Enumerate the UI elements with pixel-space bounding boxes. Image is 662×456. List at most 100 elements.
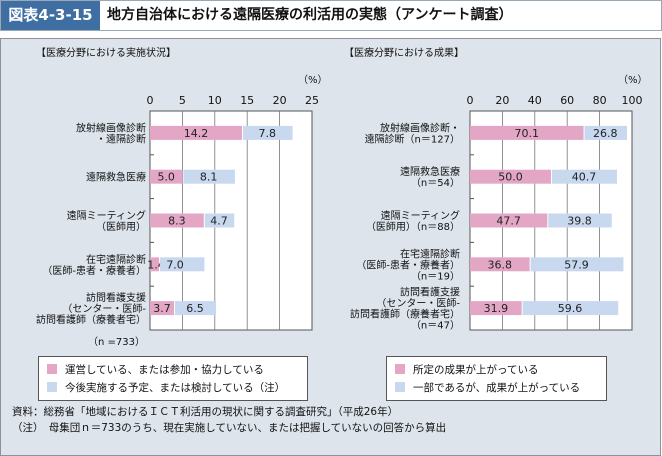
data-label: 26.8 (593, 127, 618, 140)
data-label: 47.7 (496, 215, 521, 228)
bar-blue (530, 257, 624, 272)
bar-pink (150, 169, 183, 184)
bar-pink (470, 213, 548, 228)
data-label: 39.8 (567, 215, 592, 228)
legend-item: 所定の成果が上がっている (395, 360, 606, 378)
data-label: 36.8 (488, 258, 513, 271)
bar-pink (470, 169, 551, 184)
x-tick-label: 40 (528, 94, 542, 107)
category-label: 在宅遠隔診断 (400, 247, 460, 260)
category-label: （n＝19） (411, 270, 460, 282)
category-label: 訪問看護師（療養者宅） (36, 313, 146, 326)
right-chart-title: 【医療分野における成果】 (344, 48, 464, 59)
category-label: 遠隔診断（n＝127） (365, 132, 460, 145)
category-label: 遠隔ミーティング (381, 209, 460, 222)
data-label: 8.1 (200, 171, 218, 184)
category-label: 訪問看護師（療養者宅） (350, 308, 460, 321)
bar-blue (174, 301, 217, 316)
bar-pink (150, 257, 160, 272)
bar-pink (150, 213, 204, 228)
data-label: 14.2 (184, 127, 209, 140)
bar-blue (183, 169, 235, 184)
legend-swatch-blue (395, 382, 405, 392)
category-label: （医師用）（n＝88） (366, 220, 460, 233)
bar-blue (522, 301, 619, 316)
x-tick-label: 60 (560, 94, 574, 107)
data-label: 59.6 (558, 302, 583, 315)
data-label: 40.7 (572, 171, 597, 184)
left-footnote: （n =733） (88, 337, 145, 348)
bar-pink (470, 301, 522, 316)
bar-blue (584, 125, 627, 140)
x-tick-label: 15 (240, 94, 254, 107)
category-label: （n＝54） (411, 177, 460, 189)
bar-blue (552, 169, 617, 184)
x-tick-label: 0 (467, 94, 474, 107)
category-label: （n＝47） (411, 320, 460, 332)
x-tick-label: 100 (622, 94, 643, 107)
category-label: 遠隔救急医療 (86, 171, 146, 184)
bar-pink (470, 257, 530, 272)
data-label: 4.7 (210, 215, 228, 228)
bar-pink (150, 301, 174, 316)
x-tick-label: 0 (147, 94, 154, 107)
right-legend: 所定の成果が上がっている 一部であるが、成果が上がっている (386, 356, 607, 401)
data-label: 5.0 (157, 171, 175, 184)
category-label: 訪問看護支援 (86, 291, 146, 304)
category-label: 遠隔救急医療 (400, 165, 460, 178)
data-label: 7.0 (166, 258, 184, 271)
legend-label: 所定の成果が上がっている (413, 363, 539, 376)
legend-item: 一部であるが、成果が上がっている (395, 378, 606, 396)
category-label: （医師-患者・療養者） (42, 264, 146, 277)
bar-pink (150, 125, 243, 140)
title-bar: 図表4-3-15 地方自治体における遠隔医療の利活用の実態（アンケート調査） (0, 0, 662, 31)
left-unit-label: （%） (298, 75, 328, 86)
bar-blue (548, 213, 612, 228)
data-label: 7.8 (259, 127, 277, 140)
left-legend: 運営している、または参加・協力している 今後実施する予定、または検討している（注… (38, 356, 308, 401)
category-label: （医師用） (96, 220, 146, 233)
x-tick-label: 25 (305, 94, 319, 107)
x-tick-label: 10 (208, 94, 222, 107)
bar-blue (243, 125, 293, 140)
legend-label: 一部であるが、成果が上がっている (413, 381, 581, 394)
x-tick-label: 20 (273, 94, 287, 107)
figure-number: 図表4-3-15 (1, 1, 100, 30)
legend-swatch-pink (395, 364, 405, 374)
category-label: 在宅遠隔診断 (86, 253, 146, 266)
bar-pink (470, 125, 584, 140)
bar-blue (204, 213, 235, 228)
data-label: 8.3 (168, 215, 186, 228)
category-label: 訪問看護支援 (400, 286, 460, 299)
legend-label: 今後実施する予定、または検討している（注） (65, 381, 286, 394)
footnote: （注） 母集団ｎ＝733のうち、現在実施していない、または把握していないの回答か… (12, 422, 447, 434)
x-tick-label: 5 (179, 94, 186, 107)
legend-swatch-pink (47, 364, 57, 374)
legend-item: 今後実施する予定、または検討している（注） (47, 378, 307, 396)
data-label: 50.0 (498, 171, 523, 184)
legend-swatch-blue (47, 382, 57, 392)
data-label: 3.7 (153, 302, 171, 315)
category-label: 放射線画像診断・ (380, 121, 460, 134)
category-label: 放射線画像診断 (76, 121, 146, 134)
source-note: 資料：総務省「地域におけるＩＣＴ利活用の現状に関する調査研究」（平成26年） (12, 406, 399, 418)
legend-item: 運営している、または参加・協力している (47, 360, 307, 378)
category-label: ・遠隔診断 (96, 132, 146, 145)
legend-label: 運営している、または参加・協力している (65, 363, 264, 376)
data-label: 6.5 (186, 302, 204, 315)
bar-blue (160, 257, 205, 272)
category-label: （医師-患者・療養者） (356, 258, 460, 271)
category-label: （センター・医師- (376, 297, 460, 310)
data-label: 31.9 (484, 302, 509, 315)
x-tick-label: 80 (593, 94, 607, 107)
figure-title: 地方自治体における遠隔医療の利活用の実態（アンケート調査） (107, 7, 513, 23)
x-tick-label: 20 (495, 94, 509, 107)
data-label: 70.1 (515, 127, 540, 140)
category-label: （センター・医師- (62, 302, 146, 315)
data-label: 57.9 (564, 258, 589, 271)
right-unit-label: （%） (618, 75, 648, 86)
left-chart-title: 【医療分野における実施状況】 (36, 48, 176, 59)
category-label: 遠隔ミーティング (67, 209, 146, 222)
